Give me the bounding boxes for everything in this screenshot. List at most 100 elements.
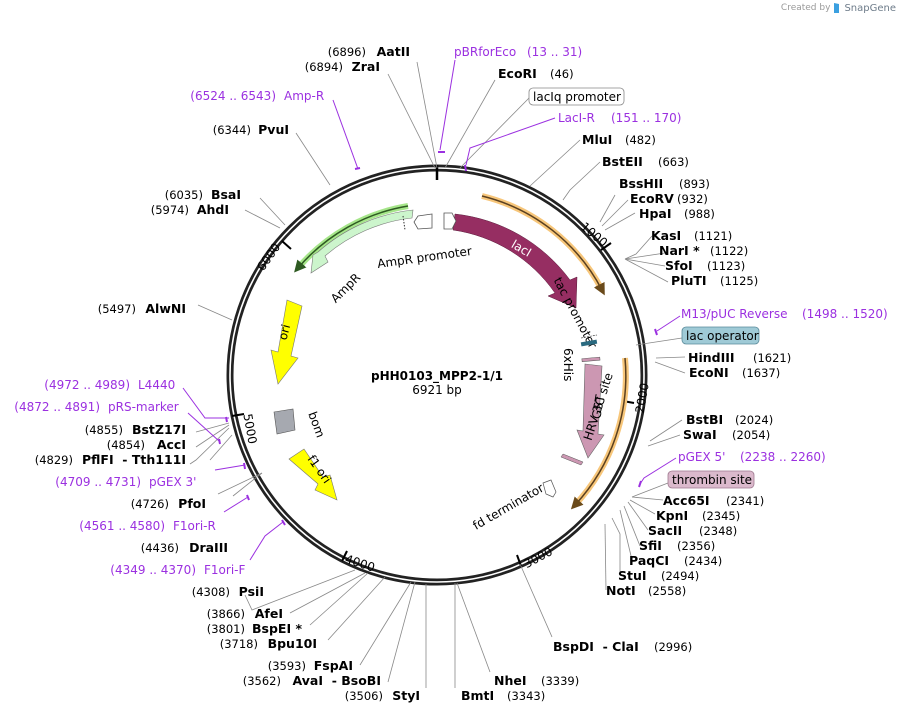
primer-pgex-3[interactable]: (4709 .. 4731) pGEX 3' [55, 475, 196, 489]
svg-text:PsiI: PsiI [239, 584, 264, 599]
enzyme-ahdi[interactable]: (5974) AhdI [151, 202, 229, 217]
enzyme-bstbi[interactable]: BstBI (2024) [686, 412, 773, 427]
enzyme-sacii[interactable]: SacII (2348) [648, 523, 737, 538]
enzyme-swai[interactable]: SwaI (2054) [683, 427, 770, 442]
svg-text:(2348): (2348) [699, 524, 737, 538]
enzyme-bmti[interactable]: BmtI (3343) [461, 688, 545, 703]
enzyme-acci[interactable]: (4854) AccI [107, 437, 186, 452]
enzyme-afei[interactable]: (3866) AfeI [207, 606, 283, 621]
svg-text:(2356): (2356) [677, 539, 715, 553]
svg-text:(1123): (1123) [707, 259, 745, 273]
primer-pbrforeco[interactable]: pBRforEco (13 .. 31) [454, 45, 582, 59]
enzyme-acc65i[interactable]: Acc65I (2341) [663, 493, 764, 508]
svg-text:(6344): (6344) [213, 123, 251, 137]
svg-text:(2494): (2494) [661, 569, 699, 583]
enzyme-kasi[interactable]: KasI (1121) [651, 228, 732, 243]
feature-f1-ori[interactable] [288, 448, 338, 501]
enzyme-nhei[interactable]: NheI (3339) [494, 673, 579, 688]
primer-m13-puc-reverse[interactable]: M13/pUC Reverse (1498 .. 1520) [681, 307, 888, 321]
svg-text:PluTI: PluTI [671, 273, 707, 288]
boxed-label-lac-operator[interactable]: lac operator [681, 326, 760, 345]
enzyme-bspdi-clai[interactable]: BspDI - ClaI (2996) [553, 639, 692, 654]
svg-text:FspAI: FspAI [314, 658, 353, 673]
enzyme-hindiii[interactable]: HindIII (1621) [688, 350, 791, 365]
svg-text:pRS-marker: pRS-marker [108, 400, 179, 414]
primer-amp-r[interactable]: (6524 .. 6543) Amp-R [190, 89, 324, 103]
feature-hrv-3c[interactable] [560, 453, 584, 466]
svg-text:SacII: SacII [648, 523, 682, 538]
feature-bom-label: bom [305, 410, 327, 440]
enzyme-kpni[interactable]: KpnI (2345) [656, 508, 740, 523]
enzyme-styi[interactable]: (3506) StyI [345, 688, 420, 703]
enzyme-pvui[interactable]: (6344) PvuI [213, 122, 289, 137]
enzyme-nari[interactable]: NarI * (1122) [659, 243, 748, 258]
svg-text:F1ori-F: F1ori-F [204, 563, 245, 577]
svg-text:(663): (663) [658, 155, 689, 169]
svg-text:(6035): (6035) [165, 188, 203, 202]
enzyme-noti[interactable]: NotI (2558) [606, 583, 686, 598]
svg-text:(151 .. 170): (151 .. 170) [611, 111, 681, 125]
primer-laci-r[interactable]: LacI-R (151 .. 170) [558, 111, 681, 125]
enzyme-ecorv[interactable]: EcoRV (932) [630, 191, 708, 206]
svg-text:BspEI *: BspEI * [252, 621, 302, 636]
enzyme-bpu10i[interactable]: (3718) Bpu10I [220, 636, 317, 651]
enzyme-avai-bsobi[interactable]: (3562) AvaI - BsoBI [243, 673, 381, 688]
primer-f1ori-r[interactable]: (4561 .. 4580) F1ori-R [79, 519, 216, 533]
enzyme-bstz17i[interactable]: (4855) BstZ17I [85, 422, 186, 437]
enzyme-psii[interactable]: (4308) PsiI [192, 584, 264, 599]
svg-text:HpaI: HpaI [639, 206, 672, 221]
enzyme-zrai[interactable]: (6894) ZraI [305, 59, 380, 74]
primer-l4440[interactable]: (4972 .. 4989) L4440 [44, 378, 175, 392]
svg-text:(6524 .. 6543): (6524 .. 6543) [190, 89, 276, 103]
snapgene-credit: Created by SnapGene [781, 2, 896, 14]
enzyme-bsai[interactable]: (6035) BsaI [165, 187, 241, 202]
enzyme-bspei[interactable]: (3801) BspEI * [207, 621, 303, 636]
enzyme-bsshii[interactable]: BssHII (893) [619, 176, 710, 191]
svg-text:BstZ17I: BstZ17I [132, 422, 186, 437]
svg-text:F1ori-R: F1ori-R [173, 519, 216, 533]
enzyme-aatii[interactable]: (6896) AatII [328, 44, 410, 59]
enzyme-pflfi-tth111i[interactable]: (4829) PflFI - Tth111I [35, 452, 186, 467]
feature-gst[interactable] [576, 363, 605, 459]
feature-ampr-promoter[interactable] [413, 213, 433, 230]
enzyme-paqci[interactable]: PaqCI (2434) [629, 553, 722, 568]
feature-6xhis[interactable] [581, 356, 601, 362]
primer-pgex-5[interactable]: pGEX 5' (2238 .. 2260) [678, 450, 826, 464]
enzyme-fspai[interactable]: (3593) FspAI [268, 658, 353, 673]
feature-fd-terminator[interactable] [542, 479, 557, 498]
enzyme-pfoi[interactable]: (4726) PfoI [131, 496, 206, 511]
boxed-label-laciq-promoter[interactable]: lacIq promoter [528, 87, 625, 106]
svg-text:(4854): (4854) [107, 438, 145, 452]
feature-ampr-promoter-label: AmpR promoter [376, 244, 472, 271]
enzyme-sfoi[interactable]: SfoI (1123) [665, 258, 745, 273]
feature-laciq-promoter[interactable] [443, 212, 457, 230]
primer-f1ori-f[interactable]: (4349 .. 4370) F1ori-F [110, 563, 245, 577]
plasmid-length: 6921 bp [412, 383, 462, 397]
enzyme-ecori[interactable]: EcoRI (46) [498, 66, 574, 81]
primer-prs-marker[interactable]: (4872 .. 4891) pRS-marker [14, 400, 178, 414]
svg-text:(2434): (2434) [684, 554, 722, 568]
svg-text:(3718): (3718) [220, 637, 258, 651]
snapgene-logo-icon [834, 3, 840, 13]
feature-laci[interactable] [452, 213, 578, 309]
enzyme-draiii[interactable]: (4436) DraIII [141, 540, 228, 555]
enzyme-mlui[interactable]: MluI (482) [582, 132, 656, 147]
svg-text:NotI: NotI [606, 583, 636, 598]
enzyme-econi[interactable]: EcoNI (1637) [689, 365, 780, 380]
feature-bom[interactable] [273, 408, 296, 435]
enzyme-bsteii[interactable]: BstEII (663) [602, 154, 689, 169]
enzyme-sfii[interactable]: SfiI (2356) [639, 538, 715, 553]
feature-ori[interactable] [270, 299, 303, 385]
enzyme-pluti[interactable]: PluTI (1125) [671, 273, 758, 288]
boxed-label-thrombin-site[interactable]: thrombin site [667, 470, 755, 489]
svg-text:(3506): (3506) [345, 689, 383, 703]
enzyme-stui[interactable]: StuI (2494) [618, 568, 699, 583]
enzyme-hpai[interactable]: HpaI (988) [639, 206, 715, 221]
enzyme-labels-right: EcoRI (46) MluI (482) BstEII (663) BssHII (8… [461, 66, 791, 703]
svg-text:KasI: KasI [651, 228, 681, 243]
svg-text:(1621): (1621) [753, 351, 791, 365]
svg-text:(4349 .. 4370): (4349 .. 4370) [110, 563, 196, 577]
enzyme-alwni[interactable]: (5497) AlwNI [98, 301, 186, 316]
feature-lac-operator[interactable] [580, 334, 598, 347]
